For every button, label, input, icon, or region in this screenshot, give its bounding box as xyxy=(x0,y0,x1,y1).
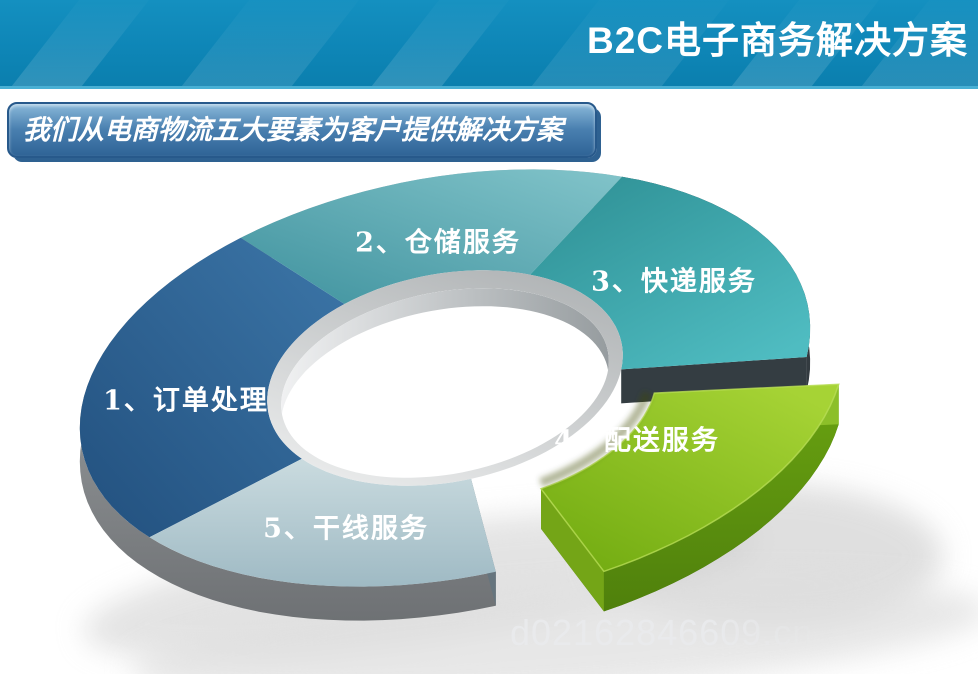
segment-delivery-service xyxy=(539,383,840,573)
subtitle-text: 我们从电商物流五大要素为客户提供解决方案 xyxy=(23,115,563,145)
hole-inner-wall xyxy=(281,288,609,448)
donut-layers xyxy=(79,169,978,674)
slide-header: B2C电子商务解决方案 xyxy=(0,0,978,89)
segment-warehouse-service xyxy=(240,169,623,304)
watermark-text: d02162846609.cn.ali xyxy=(510,612,864,653)
slide-title: B2C电子商务解决方案 xyxy=(586,20,968,61)
subtitle-banner: 我们从电商物流五大要素为客户提供解决方案 xyxy=(7,102,597,158)
segment-trunk-service xyxy=(149,458,496,587)
segment-express-service xyxy=(530,176,811,370)
donut-hole xyxy=(281,288,609,478)
wedge-outer-side xyxy=(603,384,839,612)
wedge-inner-shadow xyxy=(539,391,652,487)
segment-order-processing xyxy=(79,237,345,538)
wedge-cut-left xyxy=(541,488,604,612)
